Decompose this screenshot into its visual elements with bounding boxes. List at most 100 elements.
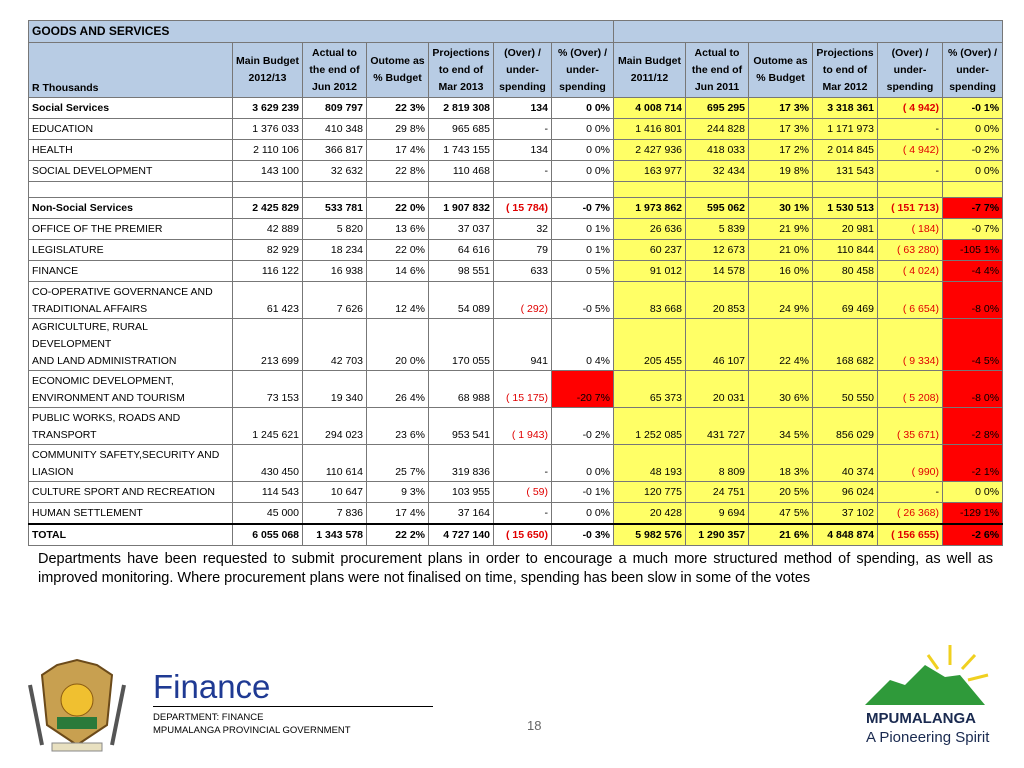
cell: 366 817 [302, 139, 367, 161]
row-header-label: R Thousands [28, 42, 233, 98]
cell: 0 5% [551, 260, 614, 282]
data-row: TOTAL 6 055 068 1 343 578 22 2% 4 727 140( 1… [28, 523, 1004, 546]
cell: 205 455 [613, 318, 686, 371]
cell: 13 6% [366, 218, 429, 240]
data-row: HUMAN SETTLEMENT 45 000 7 836 17 4% 37 164-0… [28, 502, 1004, 525]
cell: - [493, 118, 552, 140]
cell: 1 530 513 [812, 197, 878, 219]
cell: 50 550 [812, 370, 878, 408]
cell: 4 848 874 [812, 523, 878, 546]
cell: -0 7% [551, 197, 614, 219]
cell: -2 8% [941, 407, 1004, 445]
cell: 54 089 [428, 281, 494, 319]
spacer-cell [941, 181, 1004, 198]
column-header: (Over) / under- spending [877, 42, 943, 98]
cell: 91 012 [613, 260, 686, 282]
cell: 7 626 [302, 281, 367, 319]
cell: 21 0% [748, 239, 813, 261]
column-header: Projections to end of Mar 2013 [428, 42, 494, 98]
cell: ( 59) [493, 481, 552, 503]
cell: ( 1 943) [493, 407, 552, 445]
cell: 18 234 [302, 239, 367, 261]
cell: ( 15 650) [493, 523, 552, 546]
cell: 22 4% [748, 318, 813, 371]
cell: 110 614 [302, 444, 367, 482]
cell: 37 037 [428, 218, 494, 240]
cell: 0 0% [941, 481, 1004, 503]
cell: 244 828 [685, 118, 749, 140]
cell: 64 616 [428, 239, 494, 261]
cell: 134 [493, 97, 552, 119]
cell: 37 102 [812, 502, 878, 525]
cell: 595 062 [685, 197, 749, 219]
column-header: Outome as % Budget [748, 42, 813, 98]
cell: 965 685 [428, 118, 494, 140]
cell: 1 973 862 [613, 197, 686, 219]
cell: ( 6 654) [877, 281, 943, 319]
cell: 1 743 155 [428, 139, 494, 161]
cell: -8 0% [941, 370, 1004, 408]
cell: 14 578 [685, 260, 749, 282]
cell: 68 988 [428, 370, 494, 408]
spacer-cell [428, 181, 494, 198]
cell: 5 820 [302, 218, 367, 240]
cell: 3 629 239 [232, 97, 303, 119]
cell: -4 5% [941, 318, 1004, 371]
cell: 80 458 [812, 260, 878, 282]
cell: 1 376 033 [232, 118, 303, 140]
cell: ( 292) [493, 281, 552, 319]
row-label: ECONOMIC DEVELOPMENT, ENVIRONMENT AND TO… [28, 370, 233, 408]
cell: 30 6% [748, 370, 813, 408]
cell: 2 425 829 [232, 197, 303, 219]
cell: ( 184) [877, 218, 943, 240]
cell: -2 6% [941, 523, 1004, 546]
column-header: Actual to the end of Jun 2012 [302, 42, 367, 98]
cell: -0 1% [551, 481, 614, 503]
cell: 2 110 106 [232, 139, 303, 161]
row-label: OFFICE OF THE PREMIER [28, 218, 233, 240]
cell: 1 343 578 [302, 523, 367, 546]
cell: 0 0% [551, 118, 614, 140]
cell: 17 4% [366, 502, 429, 525]
cell: 20 5% [748, 481, 813, 503]
cell: 431 727 [685, 407, 749, 445]
cell: 170 055 [428, 318, 494, 371]
cell: 2 014 845 [812, 139, 878, 161]
cell: 65 373 [613, 370, 686, 408]
cell: 20 031 [685, 370, 749, 408]
brand: Finance [153, 668, 271, 705]
cell: - [493, 160, 552, 182]
cell: 809 797 [302, 97, 367, 119]
cell: 0 0% [941, 160, 1004, 182]
spacer-cell [685, 181, 749, 198]
page-number: 18 [527, 718, 542, 733]
brand-underline [153, 706, 433, 707]
header-row: R Thousands Main Budget 2012/13 Actual to … [28, 42, 1004, 98]
cell: 12 673 [685, 239, 749, 261]
cell: - [493, 502, 552, 525]
cell: 6 055 068 [232, 523, 303, 546]
cell: -2 1% [941, 444, 1004, 482]
cell: 4 008 714 [613, 97, 686, 119]
cell: 120 775 [613, 481, 686, 503]
data-row: PUBLIC WORKS, ROADS AND TRANSPORT 1 245 6… [28, 407, 1004, 445]
spacer-cell [613, 181, 686, 198]
cell: 14 6% [366, 260, 429, 282]
data-row: Non-Social Services 2 425 829 533 781 22 0%… [28, 197, 1004, 219]
cell: 32 434 [685, 160, 749, 182]
cell: ( 5 208) [877, 370, 943, 408]
cell: -0 7% [941, 218, 1004, 240]
cell: 1 245 621 [232, 407, 303, 445]
spacer-cell [366, 181, 429, 198]
cell: ( 4 942) [877, 139, 943, 161]
cell: 1 907 832 [428, 197, 494, 219]
cell: 103 955 [428, 481, 494, 503]
data-row: EDUCATION 1 376 033 410 348 29 8% 965 685-0 … [28, 118, 1004, 140]
cell: -0 3% [551, 523, 614, 546]
cell: 42 703 [302, 318, 367, 371]
cell: 114 543 [232, 481, 303, 503]
title-cell [612, 20, 1004, 43]
data-row: ECONOMIC DEVELOPMENT, ENVIRONMENT AND TO… [28, 370, 1004, 408]
cell: 0 0% [941, 118, 1004, 140]
cell: 40 374 [812, 444, 878, 482]
